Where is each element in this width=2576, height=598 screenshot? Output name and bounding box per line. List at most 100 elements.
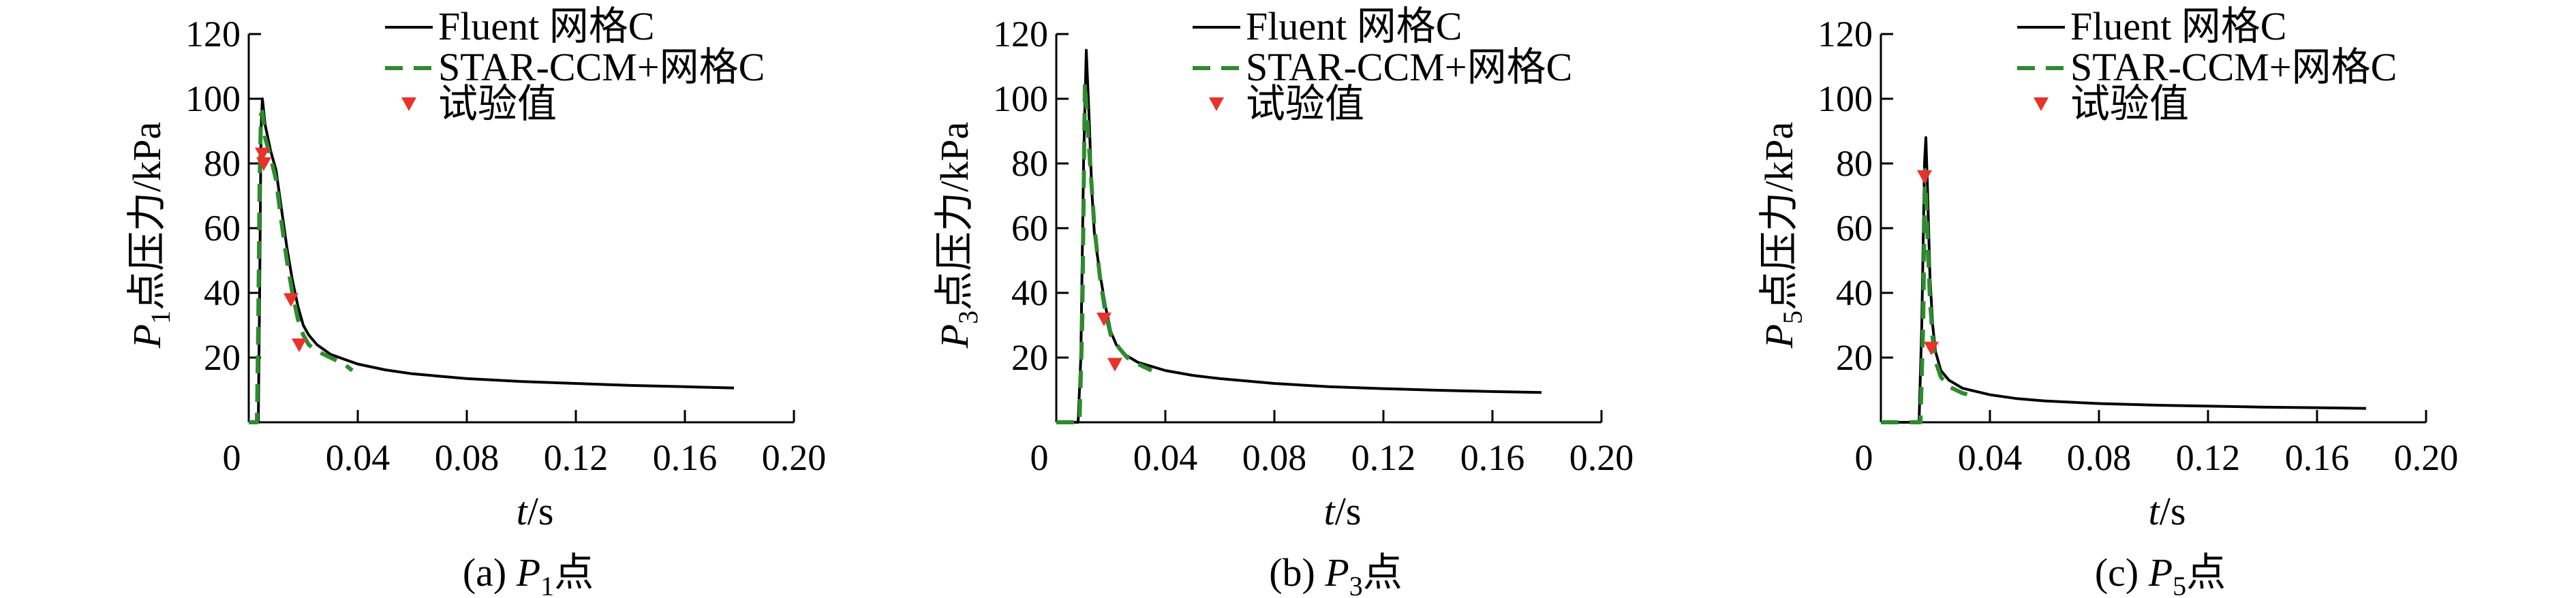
series-line-fluent: [1881, 136, 2367, 424]
x-tick-label: 0: [1855, 437, 1873, 478]
x-tick-label: 0.04: [1133, 437, 1198, 478]
x-axis-label-text: /s: [2160, 489, 2186, 533]
x-tick-label: 0.08: [435, 437, 500, 478]
experiment-point: [283, 293, 298, 307]
y-tick-label: 60: [1836, 208, 1873, 249]
y-axis-label-text: 点压力/kPa: [125, 122, 169, 311]
experiment-point: [256, 157, 271, 171]
y-tick-label: 80: [1836, 143, 1873, 184]
x-tick-label: 0.16: [1460, 437, 1525, 478]
caption-var: P: [2148, 550, 2173, 595]
caption-var: P: [516, 550, 540, 595]
series-line-fluent: [249, 97, 735, 424]
y-tick-label: 100: [1818, 78, 1873, 119]
x-axis-label-var: t: [517, 489, 529, 533]
experiment-point: [1924, 341, 1939, 356]
experiment-point: [255, 147, 270, 161]
panel-caption: (a) P1点: [463, 550, 594, 598]
y-tick-label: 40: [1836, 272, 1873, 313]
y-tick-label: 40: [204, 272, 241, 313]
y-axis-label-text: 点压力/kPa: [1757, 122, 1801, 311]
caption-prefix: (b): [1269, 550, 1325, 595]
experiment-point: [292, 339, 307, 352]
x-axis-label-var: t: [1324, 489, 1336, 533]
y-tick-label: 60: [1011, 208, 1048, 249]
panel-caption: (b) P3点: [1269, 550, 1402, 598]
x-tick-label: 0.04: [326, 437, 390, 478]
x-axis-label-text: /s: [1335, 489, 1362, 533]
x-axis-label: t/s: [2149, 489, 2186, 533]
legend-label-star-ccm: STAR-CCM+网格C: [438, 45, 765, 89]
legend-label-experiment: 试验值: [1246, 82, 1364, 126]
legend-label-fluent: Fluent 网格C: [1246, 4, 1462, 48]
x-tick-label: 0.04: [1958, 437, 2023, 478]
x-axis-label-text: /s: [527, 489, 554, 533]
y-tick-label: 80: [1011, 143, 1048, 184]
x-axis-label-var: t: [2149, 489, 2161, 533]
legend-label-experiment: 试验值: [438, 82, 557, 126]
y-axis-label-var: P: [125, 324, 169, 349]
legend-swatch-experiment: [401, 97, 416, 111]
y-tick-label: 60: [204, 208, 241, 249]
x-tick-label: 0: [1030, 437, 1049, 478]
experiment-point: [1107, 358, 1122, 372]
legend-label-star-ccm: STAR-CCM+网格C: [1246, 45, 1572, 89]
x-tick-label: 0.12: [1351, 437, 1416, 478]
y-tick-label: 80: [204, 143, 241, 184]
y-axis-label-var: P: [1757, 324, 1801, 349]
legend-label-star-ccm: STAR-CCM+网格C: [2070, 45, 2397, 89]
caption-var: P: [1324, 550, 1349, 595]
legend-label-fluent: Fluent 网格C: [2070, 4, 2286, 48]
caption-suffix: 点: [1363, 550, 1402, 595]
x-axis-label: t/s: [1324, 489, 1362, 533]
y-axis-label-sub: 5: [1777, 311, 1808, 324]
legend-label-experiment: 试验值: [2070, 82, 2189, 126]
experiment-point: [1917, 170, 1932, 184]
y-tick-label: 100: [993, 78, 1048, 119]
y-axis-label: P3点压力/kPa: [932, 122, 983, 349]
y-axis-label: P5点压力/kPa: [1757, 122, 1808, 349]
legend-swatch-experiment: [1209, 97, 1224, 111]
y-tick-label: 100: [185, 78, 241, 119]
y-tick-label: 20: [204, 337, 241, 378]
caption-suffix: 点: [2186, 550, 2226, 595]
x-tick-label: 0.12: [544, 437, 609, 478]
x-tick-label: 0.12: [2176, 437, 2241, 478]
y-tick-label: 120: [185, 14, 241, 54]
series-line-fluent: [1056, 48, 1542, 424]
panel-caption: (c) P5点: [2095, 550, 2226, 598]
series-line-star-ccm: [249, 110, 354, 424]
y-axis-label-text: 点压力/kPa: [932, 122, 977, 311]
legend-label-fluent: Fluent 网格C: [438, 4, 654, 48]
caption-suffix: 点: [554, 550, 594, 595]
y-tick-label: 120: [993, 14, 1048, 54]
y-axis-label: P1点压力/kPa: [125, 122, 176, 349]
x-tick-label: 0.08: [2067, 437, 2132, 478]
experiment-point: [1097, 313, 1111, 326]
caption-sub: 1: [540, 571, 554, 598]
y-tick-label: 20: [1011, 337, 1048, 378]
series-line-star-ccm: [1881, 168, 1977, 424]
y-axis-label-sub: 1: [145, 311, 176, 324]
y-axis-label-sub: 3: [953, 311, 983, 324]
series-line-star-ccm: [1056, 80, 1153, 424]
x-tick-label: 0.08: [1242, 437, 1307, 478]
x-tick-label: 0: [223, 437, 241, 478]
x-tick-label: 0.20: [2394, 437, 2459, 478]
caption-prefix: (c): [2095, 550, 2149, 595]
caption-prefix: (a): [463, 550, 517, 595]
y-axis-label-var: P: [932, 324, 977, 349]
caption-sub: 5: [2173, 571, 2186, 598]
x-tick-label: 0.20: [1569, 437, 1634, 478]
x-tick-label: 0.16: [2285, 437, 2350, 478]
y-tick-label: 40: [1011, 272, 1048, 313]
y-tick-label: 20: [1836, 337, 1873, 378]
y-tick-label: 120: [1818, 14, 1873, 54]
caption-sub: 3: [1349, 571, 1363, 598]
x-tick-label: 0.16: [653, 437, 718, 478]
x-tick-label: 0.20: [762, 437, 827, 478]
